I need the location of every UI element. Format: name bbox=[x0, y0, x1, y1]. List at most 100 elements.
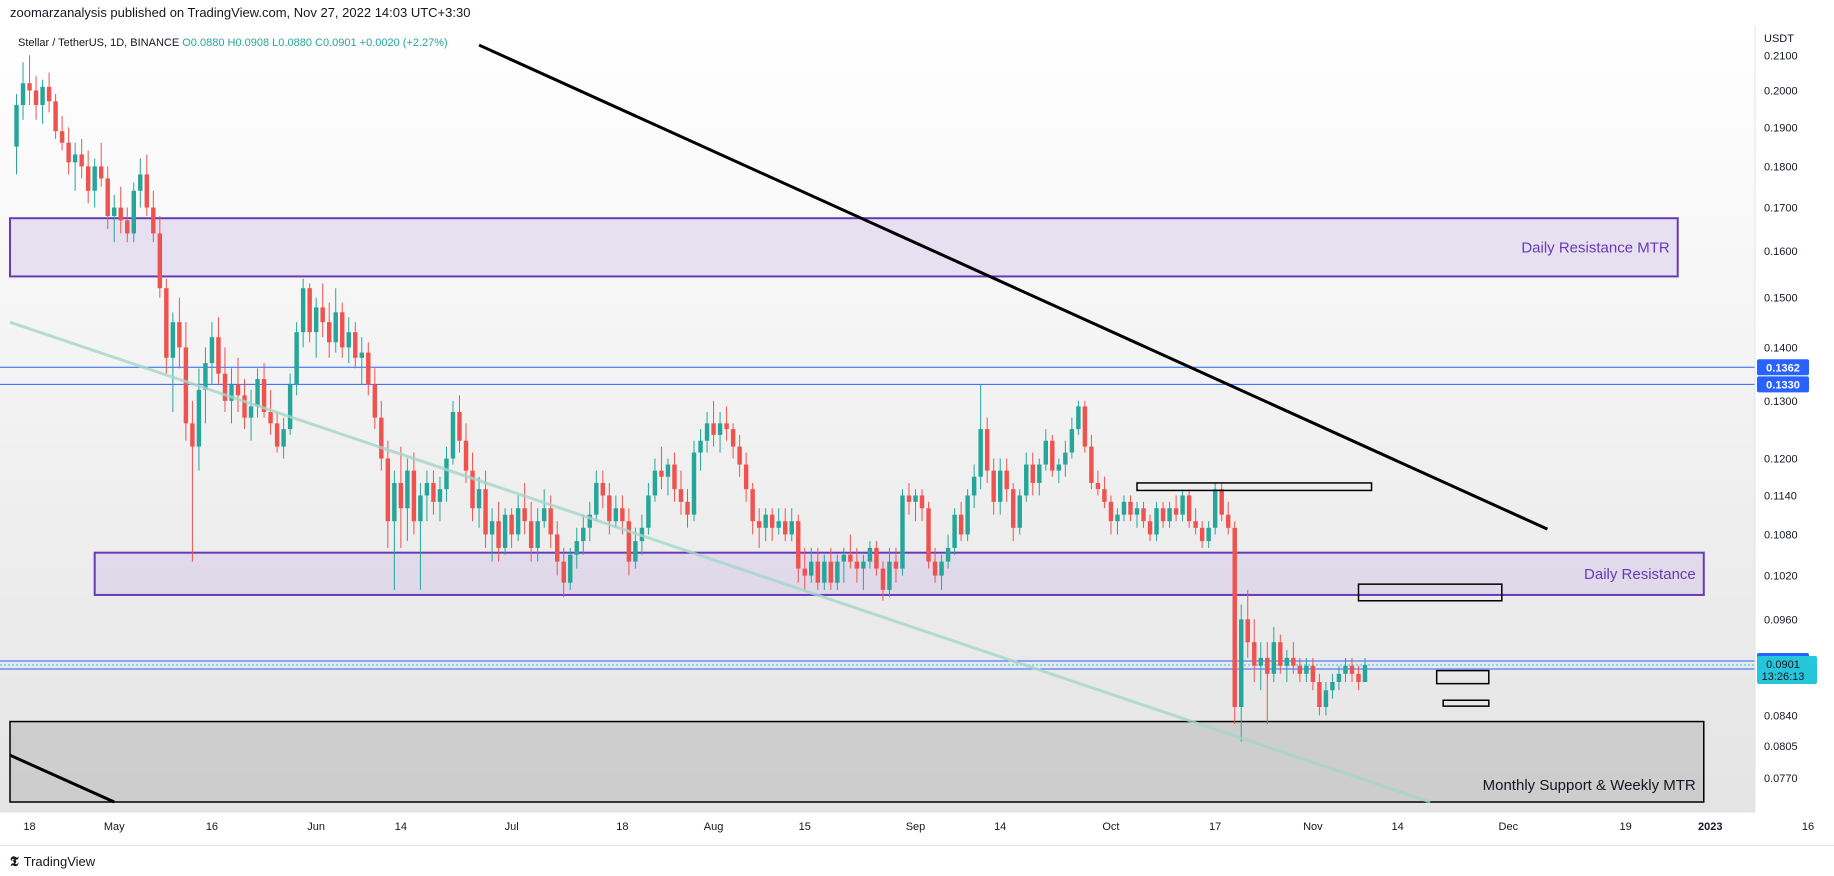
candle bbox=[1141, 501, 1146, 528]
candle bbox=[27, 55, 32, 105]
candle bbox=[867, 541, 873, 569]
time-tick: Jun bbox=[307, 821, 325, 833]
trendline-lower bbox=[9, 753, 115, 804]
candle-body bbox=[1362, 665, 1368, 682]
candle-body bbox=[164, 288, 169, 358]
symbol-name: Stellar / TetherUS, 1D, BINANCE bbox=[18, 37, 182, 49]
candle bbox=[398, 446, 404, 548]
candle-body bbox=[1050, 440, 1055, 471]
candle-body bbox=[541, 508, 547, 522]
candle bbox=[971, 464, 977, 509]
candle bbox=[33, 76, 39, 120]
candle bbox=[346, 317, 351, 364]
candle-body bbox=[437, 489, 443, 502]
candle-body bbox=[613, 508, 619, 522]
candle bbox=[1271, 626, 1277, 682]
candle-body bbox=[27, 83, 32, 91]
candle-body bbox=[997, 470, 1003, 502]
candle-body bbox=[763, 514, 768, 528]
candle-body bbox=[411, 470, 417, 522]
price-tick: 0.0960 bbox=[1764, 614, 1798, 626]
boxes-layer bbox=[1136, 482, 1503, 707]
candle-body bbox=[515, 508, 521, 535]
time-tick: 14 bbox=[1391, 821, 1403, 833]
candle bbox=[613, 495, 619, 528]
candle bbox=[1011, 482, 1016, 542]
candle bbox=[691, 440, 697, 522]
candle bbox=[528, 501, 534, 562]
candle bbox=[1265, 642, 1270, 725]
candle bbox=[1160, 501, 1166, 528]
candle-body bbox=[867, 547, 873, 562]
candle-body bbox=[92, 166, 97, 191]
candle-body bbox=[1239, 619, 1244, 707]
candle-body bbox=[46, 86, 52, 102]
candle-body bbox=[59, 131, 65, 143]
candle bbox=[515, 495, 521, 542]
candle bbox=[769, 508, 775, 542]
candle bbox=[522, 482, 527, 535]
candle-body bbox=[1180, 495, 1185, 515]
candle-body bbox=[796, 521, 801, 569]
candle bbox=[587, 501, 593, 542]
time-tick: 14 bbox=[994, 821, 1006, 833]
candle-body bbox=[548, 508, 553, 535]
candle-body bbox=[822, 561, 827, 583]
candle-body bbox=[118, 207, 123, 221]
time-tick: 2023 bbox=[1698, 821, 1722, 833]
candle bbox=[20, 62, 26, 120]
candle-body bbox=[366, 352, 371, 385]
chart-area[interactable]: Daily Resistance MTR Daily Resistance Mont… bbox=[0, 26, 1834, 845]
candle-body bbox=[1199, 527, 1205, 542]
candle-body bbox=[85, 166, 91, 191]
trendline bbox=[478, 43, 1549, 531]
candle-body bbox=[600, 482, 606, 496]
candle bbox=[893, 547, 899, 583]
candle bbox=[906, 482, 912, 515]
candle-body bbox=[125, 220, 130, 234]
candle bbox=[255, 368, 260, 418]
candle bbox=[235, 357, 241, 413]
candle bbox=[444, 446, 449, 502]
candle bbox=[437, 476, 443, 522]
candle bbox=[85, 150, 91, 204]
brand[interactable]: 𝕿 TradingView bbox=[10, 853, 95, 870]
candle bbox=[1069, 417, 1075, 459]
candle-body bbox=[1271, 642, 1277, 674]
candle bbox=[1173, 495, 1179, 522]
candle-body bbox=[209, 337, 215, 364]
candle-body bbox=[874, 547, 879, 569]
countdown-tag: 13:26:13 bbox=[1762, 671, 1805, 683]
candle bbox=[1258, 642, 1263, 691]
candle bbox=[665, 458, 671, 496]
candle bbox=[463, 423, 469, 483]
trendline bbox=[9, 320, 1431, 804]
candle-body bbox=[53, 101, 58, 132]
candle-body bbox=[66, 142, 71, 163]
candle-body bbox=[789, 521, 794, 535]
candle bbox=[984, 417, 990, 483]
candle bbox=[46, 72, 52, 113]
price-tick: 0.1900 bbox=[1764, 122, 1798, 134]
candle-body bbox=[1095, 482, 1101, 490]
candle bbox=[1004, 458, 1009, 502]
candle-body bbox=[431, 482, 436, 502]
price-tick: 0.1700 bbox=[1764, 203, 1798, 215]
price-tick: 0.1600 bbox=[1764, 246, 1798, 258]
candle bbox=[144, 154, 150, 217]
candle-body bbox=[313, 307, 319, 333]
candle-body bbox=[704, 423, 710, 441]
candle-body bbox=[952, 514, 957, 548]
candle bbox=[14, 94, 19, 175]
candle-body bbox=[978, 429, 983, 477]
candle-body bbox=[665, 464, 671, 477]
candle-body bbox=[157, 233, 163, 289]
candle-body bbox=[841, 554, 847, 562]
candlestick-chart[interactable]: Daily Resistance MTR Daily Resistance Mont… bbox=[0, 26, 1834, 845]
time-tick: Oct bbox=[1102, 821, 1119, 833]
candle-body bbox=[281, 429, 286, 447]
candle bbox=[1193, 508, 1198, 535]
candle bbox=[991, 458, 996, 515]
candle bbox=[854, 547, 860, 583]
candle bbox=[1128, 495, 1133, 522]
